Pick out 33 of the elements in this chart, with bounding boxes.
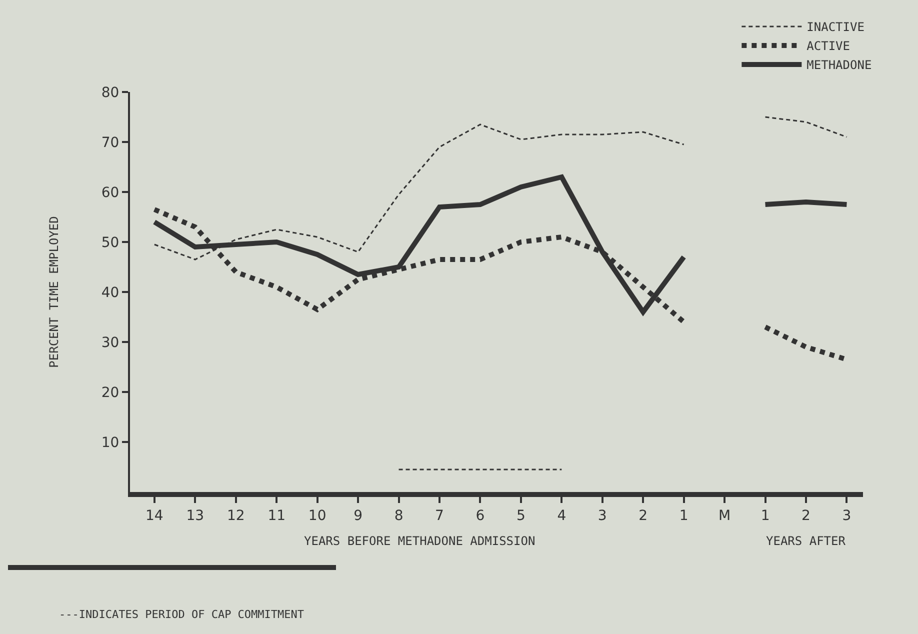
x-tick-label: 4 bbox=[557, 508, 566, 524]
x-tick-label: 1 bbox=[679, 508, 688, 524]
y-tick-label: 30 bbox=[101, 334, 120, 351]
x-tick-label: 6 bbox=[476, 508, 485, 524]
x-tick-label: 14 bbox=[146, 508, 164, 524]
x-tick-label: 12 bbox=[226, 508, 245, 524]
y-tick-label: 50 bbox=[101, 234, 120, 251]
x-tick-label: 1 bbox=[760, 508, 770, 524]
legend-label: INACTIVE bbox=[806, 20, 864, 34]
x-tick-label: 7 bbox=[435, 508, 444, 524]
x-tick-label: 5 bbox=[516, 508, 526, 524]
x-tick-label: 10 bbox=[308, 508, 326, 524]
y-tick-label: 80 bbox=[101, 84, 120, 101]
x-tick-label: 3 bbox=[842, 508, 852, 524]
x-axis-title: YEARS BEFORE METHADONE ADMISSION bbox=[304, 534, 536, 548]
x-tick-label: 3 bbox=[598, 508, 607, 524]
x-tick-label: 13 bbox=[186, 508, 204, 524]
text: YEARS AFTER bbox=[766, 534, 846, 548]
y-tick-label: 60 bbox=[101, 184, 120, 201]
x-tick-label: 11 bbox=[268, 508, 286, 524]
y-tick-label: 40 bbox=[101, 284, 120, 301]
text: ---INDICATES PERIOD OF CAP COMMITMENT bbox=[59, 608, 304, 621]
y-tick-label: 20 bbox=[101, 384, 120, 401]
y-tick-label: 10 bbox=[101, 434, 120, 451]
x-tick-label: 2 bbox=[638, 508, 648, 524]
y-axis-title: PERCENT TIME EMPLOYED bbox=[47, 216, 62, 368]
y-tick-label: 70 bbox=[101, 134, 120, 151]
legend-label: ACTIVE bbox=[806, 39, 850, 54]
x-tick-label: 8 bbox=[394, 508, 404, 524]
x-tick-label: M bbox=[718, 508, 731, 524]
x-tick-label: 2 bbox=[802, 508, 810, 524]
x-tick-label: 9 bbox=[354, 508, 362, 524]
legend-label: METHADONE bbox=[806, 58, 872, 72]
